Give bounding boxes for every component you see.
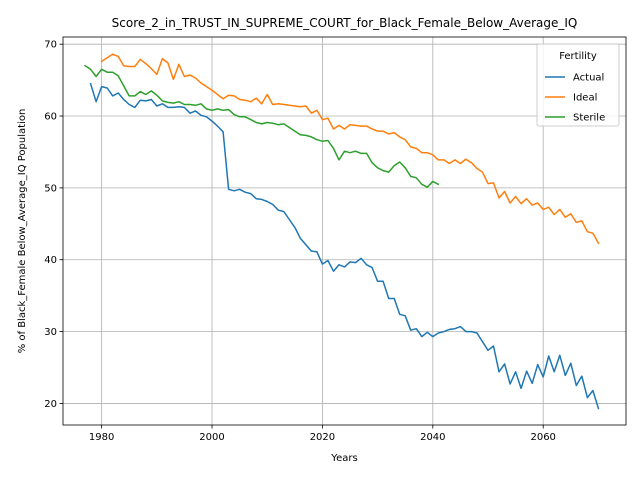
y-axis-label: % of Black_Female Below_Average_IQ Popul… bbox=[17, 109, 28, 354]
y-tick-label: 50 bbox=[44, 183, 57, 194]
legend: Fertility Actual Ideal Sterile bbox=[536, 43, 620, 127]
x-tick-label: 2000 bbox=[199, 432, 224, 443]
series-line-ideal bbox=[100, 53, 600, 245]
legend-label-ideal: Ideal bbox=[573, 93, 597, 104]
y-tick-label: 30 bbox=[44, 327, 57, 338]
y-tick-label: 70 bbox=[44, 40, 57, 51]
x-axis-label: Years bbox=[330, 453, 357, 464]
x-tick-label: 2040 bbox=[420, 432, 445, 443]
x-tick-label: 2060 bbox=[530, 432, 555, 443]
y-tick-label: 20 bbox=[44, 399, 57, 410]
chart-title: Score_2_in_TRUST_IN_SUPREME_COURT_for_Bl… bbox=[112, 16, 578, 30]
axis-ticks: 1980 2000 2020 2040 2060 20 30 40 50 60 70 bbox=[44, 40, 556, 443]
series-line-sterile bbox=[84, 64, 440, 188]
legend-label-actual: Actual bbox=[573, 73, 604, 84]
x-tick-label: 2020 bbox=[310, 432, 335, 443]
grid bbox=[63, 37, 626, 425]
series-lines bbox=[84, 53, 600, 410]
series-line-actual bbox=[89, 82, 600, 410]
legend-box bbox=[536, 43, 620, 127]
y-tick-label: 60 bbox=[44, 112, 57, 123]
legend-title: Fertility bbox=[559, 51, 597, 62]
x-tick-label: 1980 bbox=[89, 432, 114, 443]
legend-label-sterile: Sterile bbox=[573, 113, 605, 124]
plot-frame bbox=[62, 36, 627, 426]
y-tick-label: 40 bbox=[44, 255, 57, 266]
